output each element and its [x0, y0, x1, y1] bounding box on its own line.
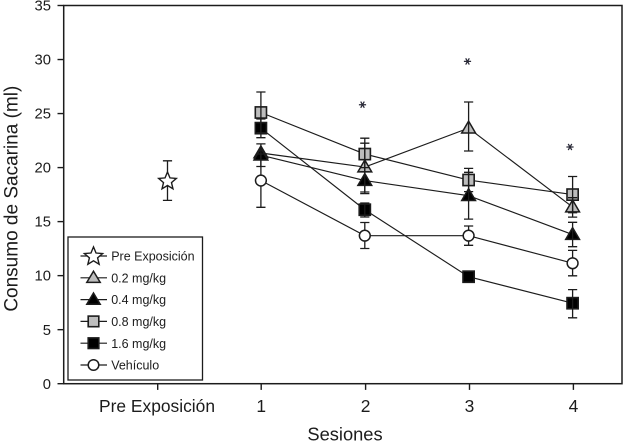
svg-text:0.4 mg/kg: 0.4 mg/kg — [111, 293, 166, 307]
svg-text:2: 2 — [361, 396, 371, 416]
svg-text:Consumo de Sacarina (ml): Consumo de Sacarina (ml) — [2, 86, 23, 312]
svg-text:1.6 mg/kg: 1.6 mg/kg — [111, 337, 166, 351]
svg-text:Vehículo: Vehículo — [111, 359, 159, 373]
svg-text:10: 10 — [35, 269, 51, 285]
svg-text:5: 5 — [43, 323, 51, 339]
svg-text:Sesiones: Sesiones — [307, 424, 382, 442]
svg-text:0.2 mg/kg: 0.2 mg/kg — [111, 271, 166, 285]
svg-text:1: 1 — [256, 396, 266, 416]
svg-text:4: 4 — [569, 396, 579, 416]
svg-text:15: 15 — [35, 215, 51, 231]
svg-text:3: 3 — [465, 396, 475, 416]
svg-text:20: 20 — [35, 161, 51, 177]
svg-text:Pre Exposición: Pre Exposición — [99, 396, 215, 416]
svg-text:35: 35 — [35, 0, 51, 15]
svg-text:0.8 mg/kg: 0.8 mg/kg — [111, 315, 166, 329]
svg-text:0: 0 — [43, 377, 51, 393]
svg-text:25: 25 — [35, 107, 51, 123]
svg-text:Pre Exposición: Pre Exposición — [111, 250, 194, 264]
svg-text:30: 30 — [35, 53, 51, 69]
